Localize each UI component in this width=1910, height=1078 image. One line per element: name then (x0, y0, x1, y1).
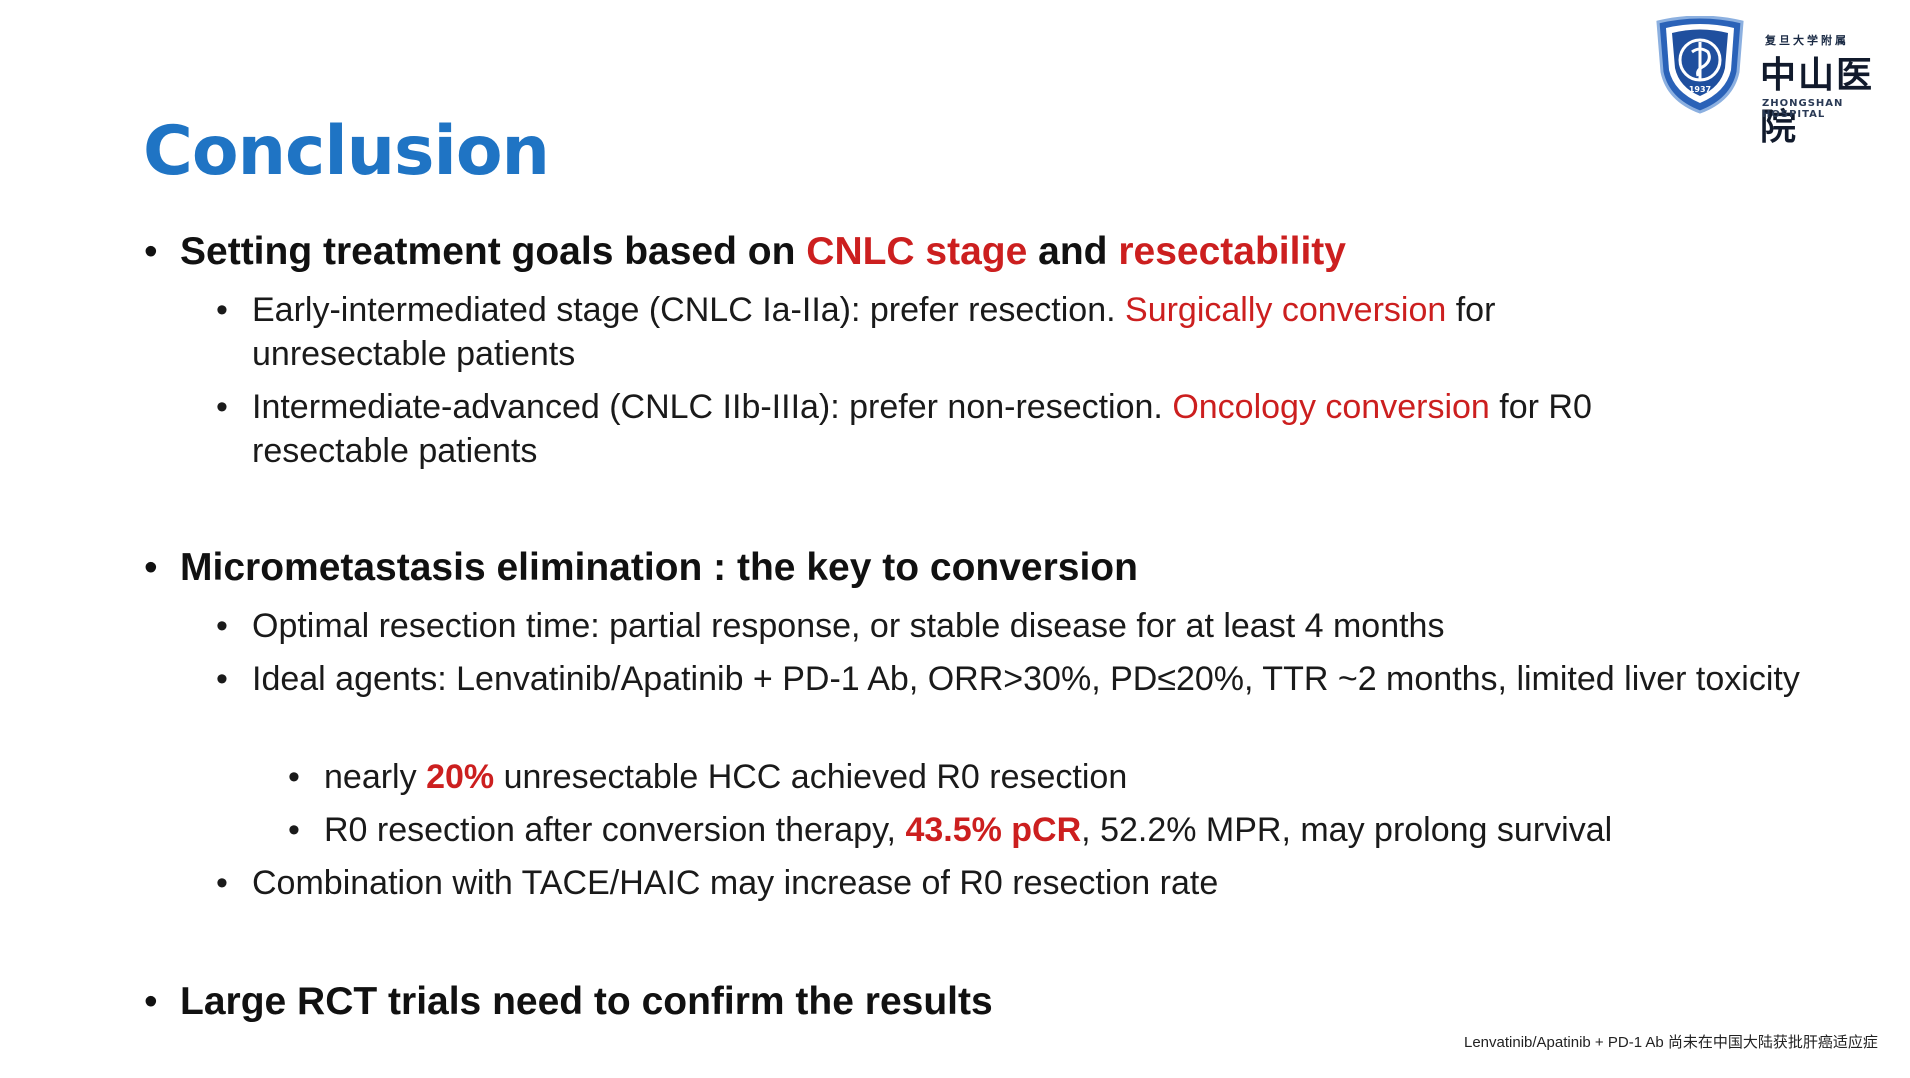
text: Ideal agents: Lenvatinib/Apatinib + PD-1… (252, 660, 1800, 698)
logo-year: 1937 (1689, 85, 1711, 94)
text: Large RCT trials need to confirm the res… (180, 980, 993, 1023)
bullet-dot: • (144, 980, 158, 1023)
bullet-dot: • (288, 758, 300, 796)
bullet-dot: • (144, 546, 158, 589)
text: , 52.2% MPR, may prolong survival (1081, 811, 1613, 849)
footnote: Lenvatinib/Apatinib + PD-1 Ab 尚未在中国大陆获批肝… (1464, 1034, 1878, 1051)
highlight-20-percent: 20% (426, 758, 495, 796)
shield-emblem-icon: 1937 (1656, 16, 1744, 114)
bullet-combination-tace-haic: • Combination with TACE/HAIC may increas… (216, 861, 1812, 905)
bullet-optimal-resection-time: • Optimal resection time: partial respon… (216, 604, 1812, 648)
text: R0 resection after conversion therapy, (324, 811, 906, 849)
text: Intermediate-advanced (CNLC IIb-IIIa): p… (252, 388, 1173, 426)
highlight-surgically-conversion: Surgically conversion (1125, 291, 1447, 329)
text: unresectable HCC achieved R0 resection (494, 758, 1128, 796)
bullet-nearly-20-percent: • nearly 20% unresectable HCC achieved R… (288, 755, 1824, 799)
bullet-dot: • (216, 291, 228, 329)
bullet-dot: • (216, 388, 228, 426)
text: and (1027, 230, 1119, 273)
logo-hospital-name: 中山医院 (1760, 55, 1875, 148)
bullet-r0-resection-after-conversion: • R0 resection after conversion therapy,… (288, 808, 1824, 852)
slide-title: Conclusion (143, 112, 550, 191)
highlight-resectability: resectability (1118, 230, 1346, 273)
bullet-early-intermediated: • Early-intermediated stage (CNLC Ia-IIa… (216, 288, 1632, 376)
text: for R0 resectable patients (252, 388, 1592, 470)
text: Setting treatment goals based on (180, 230, 807, 273)
bullet-dot: • (144, 230, 158, 273)
bullet-treatment-goals: • Setting treatment goals based on CNLC … (144, 230, 1346, 274)
bullet-dot: • (216, 864, 228, 902)
text: nearly (324, 758, 427, 796)
hospital-logo: 1937 复旦大学附属 中山医院 ZHONGSHAN HOSPITAL (1652, 16, 1902, 148)
bullet-ideal-agents: • Ideal agents: Lenvatinib/Apatinib + PD… (216, 657, 1812, 701)
logo-university-text: 复旦大学附属 (1765, 34, 1849, 47)
bullet-micrometastasis: • Micrometastasis elimination : the key … (144, 546, 1138, 590)
text: Combination with TACE/HAIC may increase … (252, 864, 1219, 902)
highlight-oncology-conversion: Oncology conversion (1172, 388, 1490, 426)
bullet-large-rct-trials: • Large RCT trials need to confirm the r… (144, 980, 993, 1024)
bullet-dot: • (216, 607, 228, 645)
text: for unresectable patients (252, 291, 1496, 373)
highlight-cnlc-stage: CNLC stage (806, 230, 1028, 273)
bullet-dot: • (288, 811, 300, 849)
text: Micrometastasis elimination : the key to… (180, 546, 1138, 589)
text: Early-intermediated stage (CNLC Ia-IIa):… (252, 291, 1126, 329)
logo-english-name: ZHONGSHAN HOSPITAL (1762, 98, 1844, 120)
highlight-pcr: 43.5% pCR (905, 811, 1082, 849)
bullet-dot: • (216, 660, 228, 698)
bullet-intermediate-advanced: • Intermediate-advanced (CNLC IIb-IIIa):… (216, 385, 1692, 473)
text: Optimal resection time: partial response… (252, 607, 1445, 645)
